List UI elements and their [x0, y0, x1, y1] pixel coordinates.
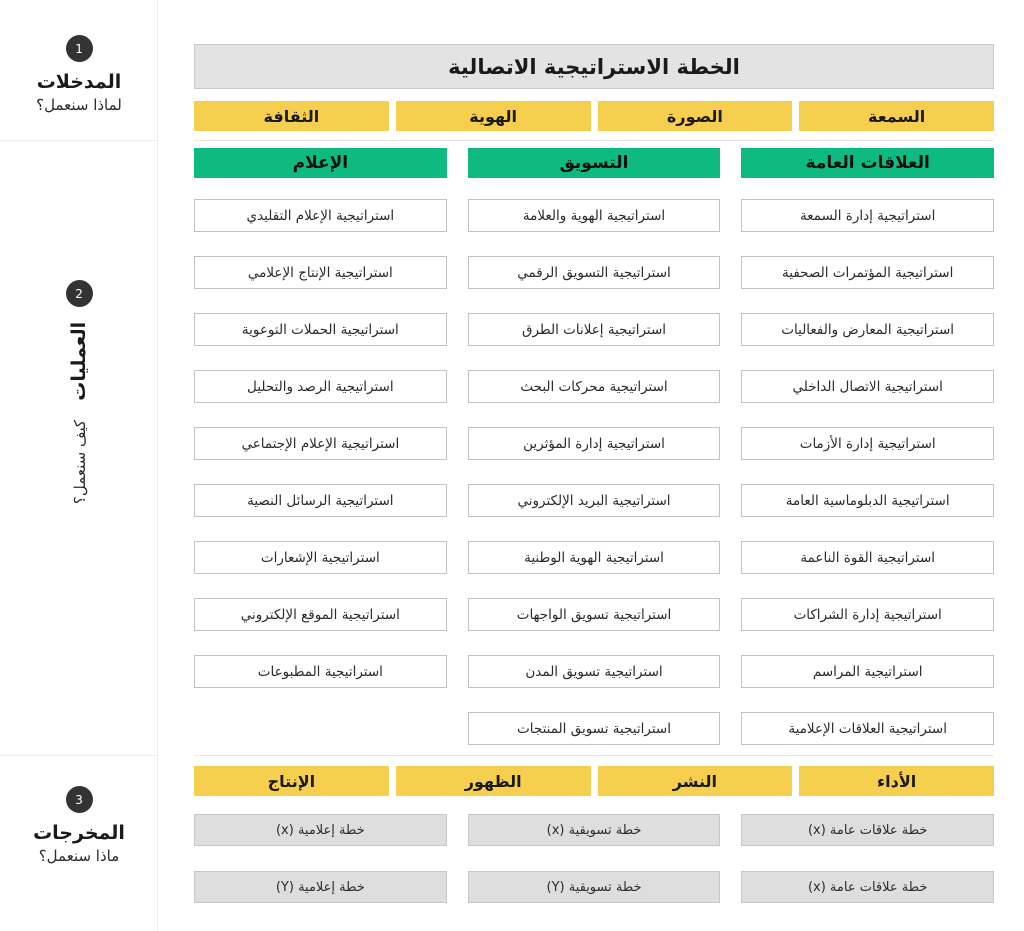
strategy-item[interactable]: استراتيجية الحملات التوعوية: [194, 313, 447, 346]
output-pill-intaj[interactable]: الإنتاج: [194, 766, 389, 796]
phase-rail: 1 المدخلات لماذا سنعمل؟ 2 العمليات كيف س…: [0, 0, 158, 931]
column-marketing: التسويق استراتيجية الهوية والعلامة استرا…: [467, 148, 721, 769]
strategy-item[interactable]: استراتيجية الاتصال الداخلي: [741, 370, 995, 403]
strategy-item[interactable]: استراتيجية الرسائل النصية: [194, 484, 447, 517]
strategy-item[interactable]: استراتيجية تسويق المدن: [467, 655, 721, 688]
phase-rotated-labels: العمليات كيف سنعمل؟: [68, 322, 90, 504]
phase-title-inputs: المدخلات: [36, 71, 122, 93]
phase-section-inputs: 1 المدخلات لماذا سنعمل؟: [0, 35, 158, 114]
column-header-public-relations[interactable]: العلاقات العامة: [741, 148, 995, 178]
output-column-public-relations: خطة علاقات عامة (x) خطة علاقات عامة (x): [741, 814, 995, 928]
operations-columns: الإعلام استراتيجية الإعلام التقليدي استر…: [194, 148, 995, 769]
outputs-columns: خطة إعلامية (x) خطة إعلامية (Y) خطة تسوي…: [194, 814, 995, 928]
output-column-marketing: خطة تسويقية (x) خطة تسويقية (Y): [467, 814, 721, 928]
strategy-item[interactable]: استراتيجية المطبوعات: [194, 655, 447, 688]
column-header-media[interactable]: الإعلام: [194, 148, 447, 178]
page-title: الخطة الاستراتيجية الاتصالية: [194, 44, 994, 89]
phase-title-operations: العمليات: [68, 321, 90, 401]
strategy-item[interactable]: استراتيجية المؤتمرات الصحفية: [741, 256, 995, 289]
strategy-item[interactable]: استراتيجية إدارة المؤثرين: [467, 427, 721, 460]
input-pill-sumaa[interactable]: السمعة: [799, 101, 994, 131]
strategy-item[interactable]: استراتيجية الهوية الوطنية: [467, 541, 721, 574]
strategy-item[interactable]: استراتيجية إدارة الشراكات: [741, 598, 995, 631]
input-pill-sura[interactable]: الصورة: [597, 101, 793, 131]
phase-subtitle-outputs: ماذا سنعمل؟: [38, 847, 120, 865]
output-plan-item[interactable]: خطة علاقات عامة (x): [741, 871, 995, 903]
output-column-media: خطة إعلامية (x) خطة إعلامية (Y): [194, 814, 447, 928]
output-plan-item[interactable]: خطة تسويقية (x): [467, 814, 721, 846]
diagram-content: الخطة الاستراتيجية الاتصالية الثقافة اله…: [158, 0, 1024, 931]
output-pill-zuhur[interactable]: الظهور: [395, 766, 591, 796]
strategy-item[interactable]: استراتيجية التسويق الرقمي: [467, 256, 721, 289]
output-plan-item[interactable]: خطة إعلامية (Y): [194, 871, 447, 903]
outputs-pill-row: الإنتاج الظهور النشر الأداء: [194, 766, 994, 796]
output-plan-item[interactable]: خطة علاقات عامة (x): [741, 814, 995, 846]
strategy-item[interactable]: استراتيجية القوة الناعمة: [741, 541, 995, 574]
strategy-item[interactable]: استراتيجية البريد الإلكتروني: [467, 484, 721, 517]
strategy-item[interactable]: استراتيجية تسويق المنتجات: [467, 712, 721, 745]
strategy-item[interactable]: استراتيجية إدارة السمعة: [741, 199, 995, 232]
output-plan-item[interactable]: خطة إعلامية (x): [194, 814, 447, 846]
strategy-item[interactable]: استراتيجية تسويق الواجهات: [467, 598, 721, 631]
input-pill-hawiya[interactable]: الهوية: [395, 101, 591, 131]
rail-divider-bottom: [0, 755, 158, 756]
column-header-marketing[interactable]: التسويق: [467, 148, 721, 178]
operations-outputs-divider: [194, 755, 994, 756]
inputs-operations-divider: [194, 140, 994, 141]
column-media: الإعلام استراتيجية الإعلام التقليدي استر…: [194, 148, 447, 769]
phase-title-outputs: المخرجات: [33, 822, 125, 844]
strategy-item[interactable]: استراتيجية الإعلام التقليدي: [194, 199, 447, 232]
strategy-item[interactable]: استراتيجية الإشعارات: [194, 541, 447, 574]
phase-badge-3: 3: [65, 786, 93, 813]
strategy-item[interactable]: استراتيجية المراسم: [741, 655, 995, 688]
column-public-relations: العلاقات العامة استراتيجية إدارة السمعة …: [741, 148, 995, 769]
strategy-item[interactable]: استراتيجية المعارض والفعاليات: [741, 313, 995, 346]
phase-badge-2: 2: [65, 280, 93, 307]
strategy-item[interactable]: استراتيجية الإعلام الإجتماعي: [194, 427, 447, 460]
strategy-item[interactable]: استراتيجية الموقع الإلكتروني: [194, 598, 447, 631]
output-pill-adaa[interactable]: الأداء: [799, 766, 994, 796]
phase-section-outputs: 3 المخرجات ماذا سنعمل؟: [0, 786, 158, 865]
phase-section-operations: 2 العمليات كيف سنعمل؟: [0, 280, 158, 504]
input-pill-thaqafa[interactable]: الثقافة: [194, 101, 389, 131]
phase-badge-1: 1: [65, 35, 93, 62]
strategy-item[interactable]: استراتيجية الدبلوماسية العامة: [741, 484, 995, 517]
inputs-pill-row: الثقافة الهوية الصورة السمعة: [194, 101, 994, 131]
strategy-item[interactable]: استراتيجية العلاقات الإعلامية: [741, 712, 995, 745]
strategy-item[interactable]: استراتيجية الإنتاج الإعلامي: [194, 256, 447, 289]
phase-subtitle-inputs: لماذا سنعمل؟: [36, 96, 122, 114]
rail-divider-top: [0, 140, 158, 141]
strategy-item[interactable]: استراتيجية الرصد والتحليل: [194, 370, 447, 403]
strategy-item[interactable]: استراتيجية محركات البحث: [467, 370, 721, 403]
output-pill-nashr[interactable]: النشر: [597, 766, 793, 796]
strategy-item[interactable]: استراتيجية إدارة الأزمات: [741, 427, 995, 460]
strategy-item[interactable]: استراتيجية إعلانات الطرق: [467, 313, 721, 346]
phase-subtitle-operations: كيف سنعمل؟: [71, 419, 89, 505]
strategy-item[interactable]: استراتيجية الهوية والعلامة: [467, 199, 721, 232]
output-plan-item[interactable]: خطة تسويقية (Y): [467, 871, 721, 903]
